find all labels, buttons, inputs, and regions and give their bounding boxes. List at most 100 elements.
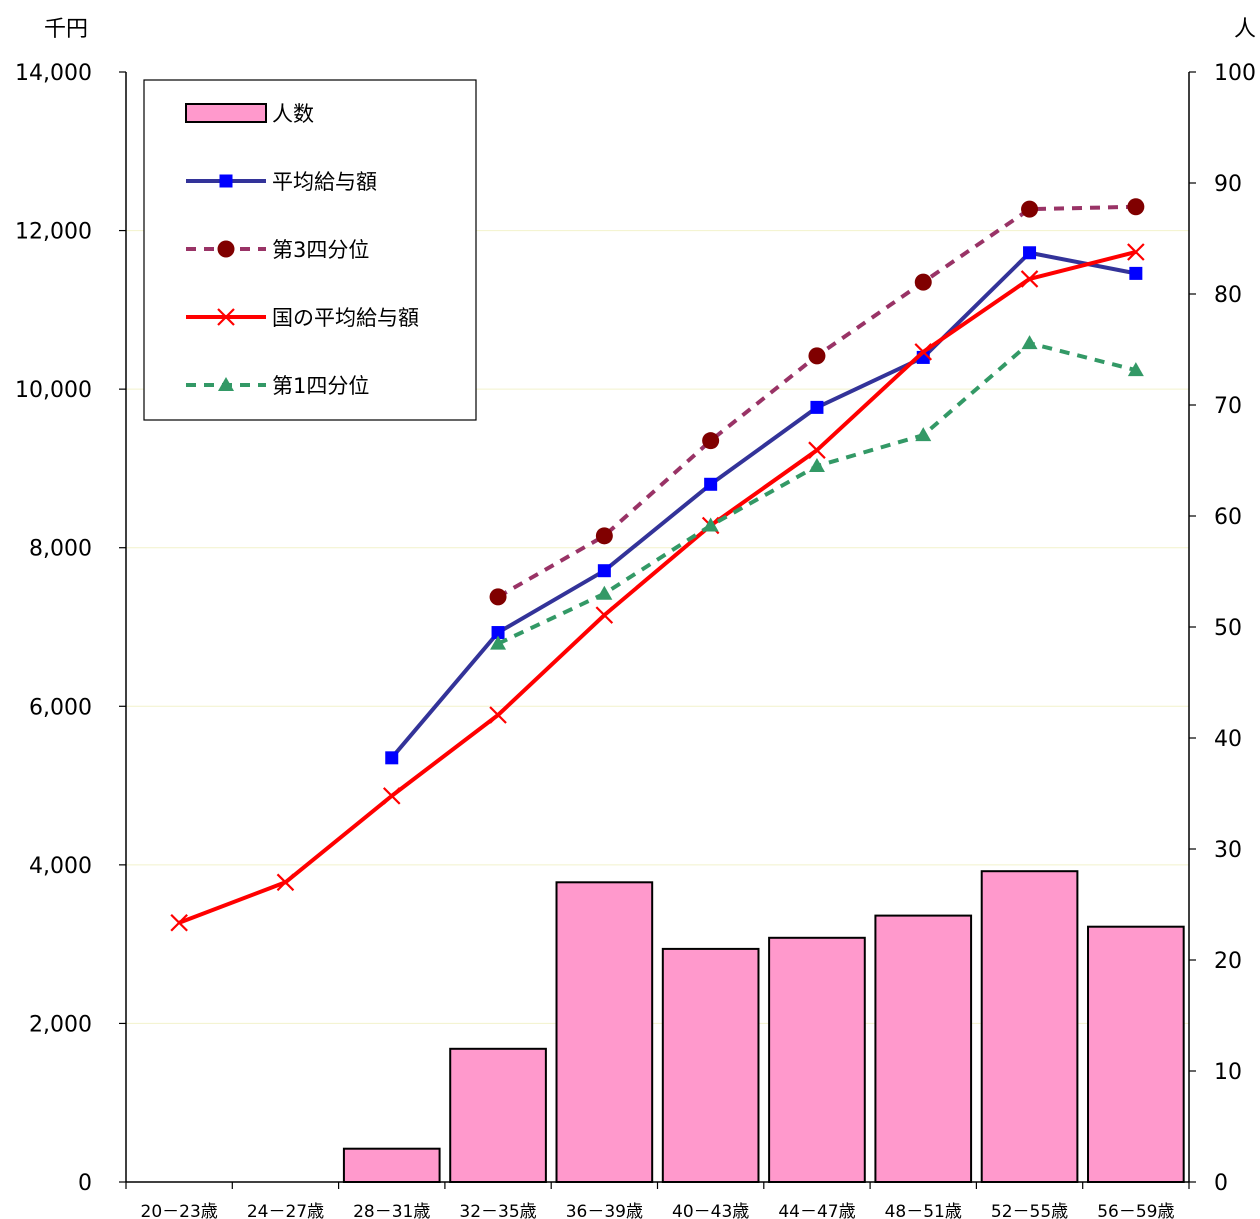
legend-marker bbox=[217, 308, 235, 326]
data-point bbox=[810, 400, 824, 414]
marker-stroke bbox=[489, 706, 507, 724]
data-point bbox=[276, 873, 295, 892]
right-tick-label: 60 bbox=[1214, 505, 1242, 530]
marker-stroke bbox=[1020, 270, 1039, 288]
legend-label: 国の平均給与額 bbox=[272, 306, 419, 330]
right-tick-label: 100 bbox=[1214, 61, 1256, 86]
series-line bbox=[390, 250, 1137, 760]
series-4 bbox=[490, 335, 1144, 650]
data-point bbox=[1127, 198, 1145, 216]
x-tick-label: 44－47歳 bbox=[778, 1202, 855, 1219]
data-point bbox=[808, 347, 826, 365]
left-axis-unit: 千円 bbox=[44, 17, 88, 42]
series bbox=[170, 198, 1145, 932]
left-tick-label: 12,000 bbox=[15, 220, 92, 245]
x-tick-label: 20－23歳 bbox=[141, 1202, 218, 1219]
x-tick-label: 32－35歳 bbox=[459, 1202, 536, 1219]
series-1 bbox=[385, 246, 1143, 765]
bar bbox=[768, 936, 866, 1183]
marker-stroke bbox=[382, 787, 401, 805]
left-tick-label: 8,000 bbox=[29, 537, 92, 562]
legend-label: 平均給与額 bbox=[272, 170, 377, 194]
data-point bbox=[595, 527, 613, 545]
x-tick-label: 52－55歳 bbox=[991, 1202, 1068, 1219]
data-point bbox=[1127, 362, 1144, 377]
data-point bbox=[914, 273, 932, 291]
right-tick-label: 10 bbox=[1214, 1060, 1242, 1085]
data-point bbox=[702, 517, 719, 532]
ticks: 0 2,000 4,000 6,000 8,000 10,000 12,000 14,000 0… bbox=[15, 61, 1256, 1219]
data-point bbox=[915, 427, 932, 442]
right-tick-label: 20 bbox=[1214, 949, 1242, 974]
x-tick-label: 48－51歳 bbox=[885, 1202, 962, 1219]
right-axis-unit: 人 bbox=[1234, 17, 1256, 42]
bar bbox=[449, 1047, 547, 1184]
data-point bbox=[596, 585, 613, 600]
bar bbox=[555, 881, 654, 1183]
right-tick-label: 50 bbox=[1214, 616, 1242, 641]
bars bbox=[342, 870, 1185, 1184]
data-point bbox=[1021, 200, 1039, 218]
marker-stroke bbox=[808, 441, 826, 459]
data-point bbox=[1129, 266, 1143, 280]
series-line bbox=[178, 250, 1137, 925]
x-tick-label: 28－31歳 bbox=[353, 1202, 430, 1219]
right-tick-label: 30 bbox=[1214, 838, 1242, 863]
marker-stroke bbox=[595, 606, 614, 624]
data-point bbox=[914, 343, 933, 361]
x-tick-label: 36－39歳 bbox=[566, 1202, 643, 1219]
data-point bbox=[1127, 243, 1145, 261]
legend-label: 人数 bbox=[272, 102, 314, 126]
bar bbox=[874, 914, 973, 1183]
x-tick-label: 56－59歳 bbox=[1097, 1202, 1174, 1219]
data-point bbox=[808, 458, 825, 473]
data-point bbox=[489, 588, 507, 606]
bar bbox=[661, 947, 760, 1184]
x-tick-label: 24－27歳 bbox=[247, 1202, 324, 1219]
legend-box bbox=[143, 79, 477, 421]
right-tick-label: 90 bbox=[1214, 172, 1242, 197]
left-tick-label: 10,000 bbox=[15, 378, 92, 403]
data-point bbox=[808, 441, 826, 459]
data-point bbox=[170, 913, 188, 932]
right-tick-label: 40 bbox=[1214, 727, 1242, 752]
left-tick-label: 0 bbox=[78, 1171, 92, 1196]
data-point bbox=[1020, 270, 1039, 288]
data-point bbox=[385, 751, 399, 765]
marker-stroke bbox=[217, 308, 235, 326]
legend-label: 第1四分位 bbox=[272, 374, 369, 398]
left-tick-label: 2,000 bbox=[29, 1012, 92, 1037]
data-point bbox=[597, 564, 611, 578]
data-point bbox=[1021, 335, 1038, 350]
bar bbox=[1087, 925, 1185, 1184]
marker-stroke bbox=[276, 873, 295, 892]
legend-swatch bbox=[185, 103, 267, 123]
left-tick-label: 4,000 bbox=[29, 854, 92, 879]
data-point bbox=[489, 706, 507, 724]
data-point bbox=[1023, 246, 1037, 260]
legend-marker bbox=[217, 240, 235, 258]
data-point bbox=[491, 626, 505, 640]
data-point bbox=[382, 787, 401, 805]
right-tick-label: 80 bbox=[1214, 283, 1242, 308]
x-tick-label: 40－43歳 bbox=[672, 1202, 749, 1219]
series-line bbox=[497, 341, 1137, 646]
legend-marker bbox=[219, 174, 233, 188]
bar bbox=[980, 870, 1079, 1183]
data-point bbox=[702, 432, 720, 450]
left-tick-label: 6,000 bbox=[29, 695, 92, 720]
marker-stroke bbox=[170, 913, 188, 932]
right-tick-label: 70 bbox=[1214, 394, 1242, 419]
legend-label: 第3四分位 bbox=[272, 238, 369, 262]
marker-stroke bbox=[1127, 243, 1145, 261]
right-tick-label: 0 bbox=[1214, 1171, 1228, 1196]
data-point bbox=[595, 606, 614, 624]
series-2 bbox=[489, 198, 1145, 606]
data-point bbox=[490, 635, 507, 650]
bar bbox=[342, 1147, 441, 1183]
marker-stroke bbox=[914, 343, 933, 361]
legend-marker bbox=[218, 377, 234, 391]
left-tick-label: 14,000 bbox=[15, 61, 92, 86]
